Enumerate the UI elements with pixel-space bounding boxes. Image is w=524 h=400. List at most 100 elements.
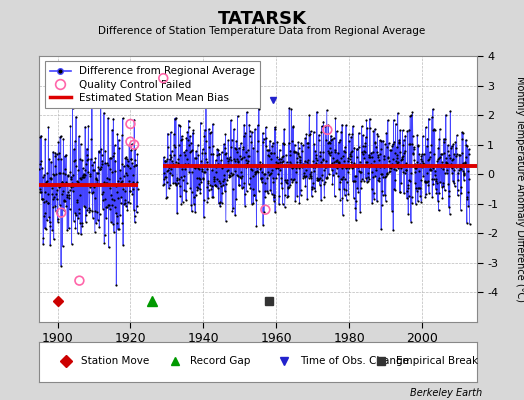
Point — [444, 142, 452, 148]
Point — [131, 157, 139, 163]
Point — [91, 155, 100, 161]
Point — [462, 142, 471, 148]
Point — [325, 171, 333, 178]
Point — [423, 170, 431, 176]
Point — [178, 133, 186, 140]
Point — [314, 175, 322, 182]
Point — [348, 131, 356, 138]
Point — [133, 151, 141, 158]
Point — [362, 117, 370, 124]
Point — [273, 138, 281, 145]
Point — [255, 162, 264, 168]
Point — [39, 235, 48, 241]
Point — [360, 148, 368, 154]
Point — [124, 199, 132, 205]
Point — [459, 160, 467, 166]
Point — [414, 142, 423, 148]
Point — [353, 184, 362, 191]
Point — [221, 144, 229, 151]
Point — [119, 186, 127, 192]
Point — [72, 199, 81, 205]
Point — [324, 122, 332, 128]
Point — [51, 149, 59, 156]
Point — [318, 123, 326, 130]
Point — [117, 193, 125, 200]
Point — [357, 185, 365, 192]
Point — [284, 193, 292, 200]
Point — [186, 133, 194, 139]
Point — [407, 170, 415, 177]
Point — [84, 168, 92, 175]
Point — [439, 166, 447, 172]
Point — [221, 188, 229, 194]
Point — [235, 162, 244, 168]
Point — [267, 170, 276, 176]
Point — [373, 198, 381, 204]
Point — [412, 188, 421, 194]
Point — [38, 196, 47, 202]
Point — [77, 176, 85, 182]
Point — [352, 173, 360, 180]
Point — [332, 170, 340, 176]
Point — [254, 188, 263, 194]
Point — [421, 178, 429, 184]
Point — [424, 116, 433, 122]
Point — [358, 149, 366, 155]
Point — [454, 170, 462, 176]
Point — [85, 205, 93, 211]
Point — [239, 184, 247, 190]
Point — [69, 182, 78, 189]
Point — [125, 200, 134, 206]
Point — [175, 176, 183, 182]
Point — [401, 170, 409, 176]
Point — [60, 153, 69, 159]
Point — [201, 156, 210, 162]
Point — [332, 158, 341, 164]
Point — [379, 137, 387, 144]
Point — [226, 154, 234, 161]
Point — [202, 95, 210, 101]
Point — [36, 189, 45, 195]
Point — [287, 106, 296, 113]
Point — [333, 157, 342, 163]
Point — [321, 179, 329, 186]
Point — [388, 143, 397, 149]
Point — [413, 132, 421, 138]
Point — [53, 187, 61, 194]
Point — [176, 183, 184, 189]
Point — [286, 159, 294, 165]
Point — [441, 136, 450, 142]
Point — [395, 137, 403, 143]
Point — [165, 185, 173, 192]
Point — [448, 170, 456, 176]
Point — [210, 174, 219, 180]
Point — [398, 154, 407, 160]
Point — [429, 165, 437, 171]
Point — [442, 159, 451, 165]
Point — [404, 211, 412, 217]
Point — [247, 139, 256, 145]
Point — [72, 113, 80, 120]
Point — [104, 115, 112, 121]
Point — [92, 176, 101, 182]
Point — [451, 139, 460, 145]
Point — [415, 168, 423, 174]
Point — [205, 163, 214, 170]
Point — [36, 161, 44, 168]
Point — [85, 184, 94, 190]
Point — [209, 121, 217, 127]
Point — [63, 172, 72, 178]
Point — [442, 154, 450, 161]
Point — [93, 180, 102, 186]
Point — [92, 175, 100, 181]
Point — [345, 165, 353, 171]
Point — [450, 151, 458, 158]
Point — [271, 209, 279, 216]
Point — [282, 159, 291, 165]
Point — [244, 147, 252, 153]
Point — [198, 166, 206, 172]
Point — [248, 129, 256, 136]
Point — [172, 182, 181, 188]
Text: TATARSK: TATARSK — [217, 10, 307, 28]
Point — [172, 176, 181, 183]
